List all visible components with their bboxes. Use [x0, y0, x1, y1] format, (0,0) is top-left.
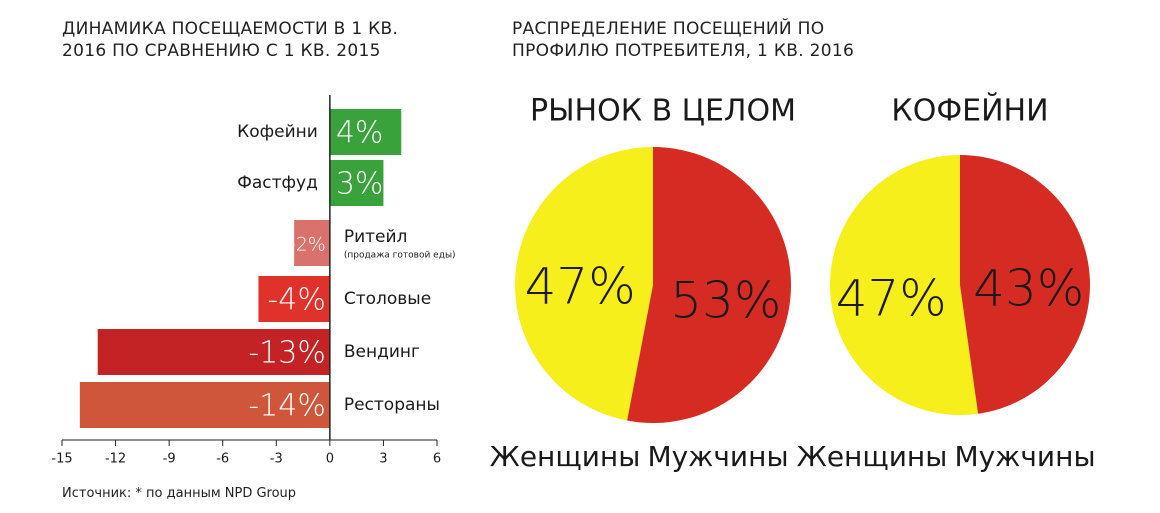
category-label: Кофейни	[237, 122, 318, 142]
pie-slice	[830, 155, 979, 415]
x-tick-label: -6	[216, 452, 229, 467]
value-label: 3%	[336, 167, 384, 202]
value-label: 47%	[836, 269, 947, 327]
legend-label: Мужчины	[954, 440, 1095, 473]
value-label: 43%	[973, 260, 1084, 318]
pie-slice	[514, 147, 653, 421]
value-label: 47%	[525, 258, 636, 316]
value-label: -4%	[267, 283, 325, 318]
chart: -15 -12 -9 -6 -3 0 3 6 4% Кофейни 3% Фастфуд -2% Рите…	[51, 93, 1095, 474]
x-tick-label: -15	[51, 452, 72, 467]
value-label: 4%	[336, 116, 384, 151]
category-label: Рестораны	[344, 395, 440, 415]
x-tick-label: 0	[326, 452, 334, 467]
bar	[294, 220, 330, 266]
value-label: -2%	[289, 234, 326, 256]
source: Источник: * по данным NPD Group	[62, 486, 297, 501]
x-tick-label: 3	[379, 452, 387, 467]
x-tick-label: -3	[270, 452, 283, 467]
pie-slice	[960, 155, 1091, 414]
legend-label: Мужчины	[647, 440, 788, 473]
bar-title: ДИНАМИКА ПОСЕЩАЕМОСТИ В 1 КВ. 2016 ПО СР…	[62, 19, 399, 61]
pie-slice	[627, 147, 791, 423]
bar	[258, 276, 330, 322]
x-tick-label: 6	[433, 452, 441, 467]
value-label: -13%	[248, 336, 326, 371]
pie-title: КОФЕЙНИ	[891, 93, 1048, 129]
legend-label: Женщины	[490, 440, 641, 473]
pie-title: РЫНОК В ЦЕЛОМ	[530, 94, 796, 129]
bar	[329, 109, 402, 155]
value-label: -14%	[248, 389, 326, 424]
x-tick-label: -12	[105, 452, 126, 467]
bar	[329, 160, 384, 206]
category-label: Вендинг	[344, 342, 420, 362]
category-label: Фастфуд	[237, 173, 318, 193]
pies-title: РАСПРЕДЕЛЕНИЕ ПОСЕЩЕНИЙ ПО ПРОФИЛЮ ПОТРЕ…	[512, 19, 855, 61]
bar	[79, 382, 330, 428]
category-note: (продажа готовой еды)	[344, 251, 456, 261]
x-tick-label: -9	[163, 452, 176, 467]
legend-label: Женщины	[797, 440, 948, 473]
bar	[97, 329, 330, 375]
category-label: Ритейл	[344, 227, 408, 247]
value-label: 53%	[670, 271, 781, 329]
category-label: Столовые	[344, 289, 431, 309]
